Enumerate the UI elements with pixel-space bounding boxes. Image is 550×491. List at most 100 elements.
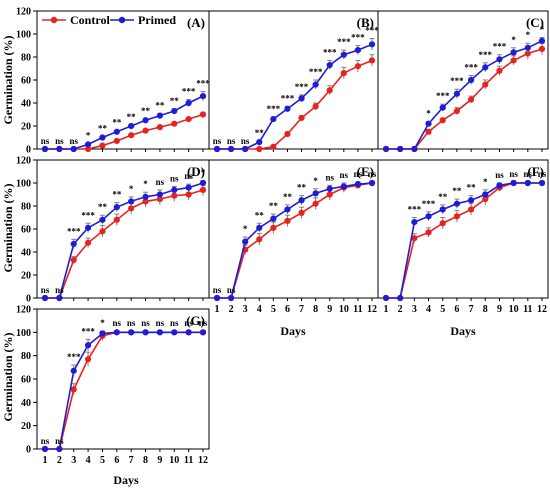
significance-label: ns	[241, 136, 250, 146]
x-tick-label: 9	[497, 304, 502, 315]
significance-label: ns	[213, 285, 222, 295]
x-tick-label: 3	[71, 455, 76, 466]
y-tick-label: 120	[16, 156, 31, 167]
significance-label: **	[170, 96, 180, 106]
panel-frame	[208, 159, 379, 299]
x-tick-label: 9	[157, 455, 162, 466]
significance-label: ***	[436, 91, 450, 101]
significance-label: **	[112, 118, 122, 128]
x-tick-label: 5	[271, 304, 276, 315]
data-point-primed	[453, 90, 461, 97]
y-tick-label: 60	[21, 375, 31, 386]
data-point-control	[312, 200, 319, 207]
significance-label: ***	[267, 104, 281, 114]
data-point-primed	[227, 294, 235, 302]
significance-label: *	[100, 318, 105, 328]
x-tick-label: 5	[100, 455, 105, 466]
x-tick-label: 6	[114, 455, 119, 466]
significance-label: ***	[422, 199, 436, 209]
significance-label: *	[243, 224, 248, 234]
x-tick-label: 7	[469, 304, 474, 315]
x-tick-label: 2	[398, 304, 403, 315]
data-point-control	[270, 143, 277, 150]
significance-label: **	[141, 106, 151, 116]
significance-label: ***	[309, 67, 323, 77]
y-tick-label: 80	[21, 202, 31, 213]
x-tick-label: 6	[454, 304, 459, 315]
x-axis-title-f: Days	[450, 324, 476, 338]
data-point-control	[425, 229, 432, 236]
data-point-primed	[128, 329, 135, 336]
significance-label: ns	[524, 169, 533, 179]
significance-label: **	[255, 128, 265, 138]
significance-label: ns	[354, 169, 363, 179]
data-point-primed	[312, 81, 319, 88]
x-tick-label: 6	[285, 304, 290, 315]
data-point-primed	[128, 122, 135, 130]
significance-label: ns	[227, 136, 236, 146]
data-point-control	[199, 186, 207, 193]
x-axis-title-g: Days	[113, 473, 139, 487]
data-point-primed	[256, 224, 263, 231]
panel-label: (G)	[186, 313, 205, 328]
data-point-control	[467, 96, 475, 103]
significance-label: **	[112, 190, 122, 200]
panel-frame	[36, 10, 210, 150]
data-point-primed	[326, 61, 333, 69]
data-point-control	[185, 191, 192, 198]
data-point-primed	[84, 224, 92, 231]
significance-label: ns	[509, 169, 518, 179]
y-tick-label: 60	[21, 76, 31, 87]
y-tick-label: 40	[21, 398, 31, 409]
panel-label: (D)	[187, 164, 205, 179]
significance-label: *	[143, 179, 148, 189]
data-point-primed	[242, 238, 249, 245]
significance-label: **	[155, 100, 165, 110]
x-tick-label: 10	[169, 455, 179, 466]
y-axis-title-bottom: Germination (%)	[1, 333, 15, 422]
legend-label-primed: Primed	[138, 13, 176, 27]
x-tick-label: 3	[412, 304, 417, 315]
data-point-primed	[156, 112, 164, 119]
data-point-control	[340, 70, 347, 77]
data-point-primed	[340, 183, 347, 190]
series-line-control	[45, 189, 204, 299]
series-line-primed	[45, 331, 203, 450]
data-point-primed	[171, 107, 178, 115]
data-point-control	[482, 81, 489, 88]
significance-label: ns	[184, 171, 193, 181]
data-point-primed	[213, 294, 221, 302]
data-point-primed	[425, 120, 432, 127]
data-point-control	[70, 256, 77, 264]
series-line-primed	[386, 182, 542, 299]
data-point-control	[171, 120, 178, 127]
significance-label: ***	[81, 210, 95, 220]
significance-label: ns	[156, 177, 165, 187]
significance-label: ns	[199, 318, 208, 328]
data-point-primed	[382, 145, 390, 153]
data-point-primed	[368, 41, 376, 48]
x-tick-label: 2	[57, 455, 62, 466]
legend-marker-control	[50, 16, 58, 24]
x-axis-title-e: Days	[280, 324, 306, 338]
significance-label: ***	[493, 42, 507, 52]
data-point-control	[298, 209, 305, 216]
data-point-control	[199, 111, 207, 118]
significance-label: ***	[196, 79, 210, 89]
significance-label: ns	[184, 318, 193, 328]
data-point-control	[171, 192, 178, 199]
data-point-primed	[284, 105, 291, 112]
significance-label: **	[438, 192, 448, 202]
data-point-control	[84, 145, 92, 153]
data-point-primed	[199, 179, 207, 187]
data-point-control	[113, 137, 120, 145]
x-tick-label: 9	[327, 304, 332, 315]
y-tick-label: 80	[21, 53, 31, 64]
data-point-primed	[171, 186, 178, 193]
data-point-primed	[185, 99, 192, 107]
series-line-primed	[45, 182, 204, 299]
significance-label: ***	[67, 226, 81, 236]
data-point-primed	[171, 329, 178, 336]
data-point-primed	[99, 134, 106, 141]
